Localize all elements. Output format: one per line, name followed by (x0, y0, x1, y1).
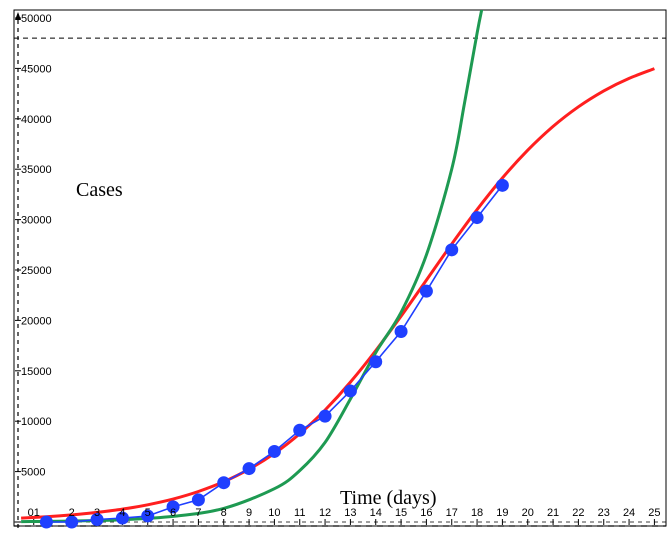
x-tick-label: 20 (522, 507, 534, 519)
x-tick-label: 25 (648, 507, 660, 519)
y-axis-title: Cases (76, 179, 123, 201)
observed-point (293, 423, 307, 437)
y-tick-label: 50000 (21, 13, 52, 25)
y-tick-label: 10000 (21, 416, 52, 428)
axes (14, 12, 666, 528)
observed-point (419, 284, 433, 298)
observed-point (369, 355, 383, 369)
x-tick-label: 9 (246, 507, 252, 519)
observed-point (495, 178, 509, 192)
plot-frame (13, 9, 667, 527)
y-tick-label: 45000 (21, 63, 52, 75)
observed-point (445, 243, 459, 257)
observed-point (166, 500, 180, 514)
x-tick-label: 10 (268, 507, 280, 519)
x-tick-label: 01 (28, 507, 40, 519)
observed-point (470, 211, 484, 225)
observed-point (90, 512, 104, 526)
x-tick-label: 17 (446, 507, 458, 519)
x-tick-label: 16 (420, 507, 432, 519)
observed-point (217, 476, 231, 490)
data-points (39, 178, 509, 529)
x-tick-label: 18 (471, 507, 483, 519)
y-tick-label: 40000 (21, 114, 52, 126)
x-tick-label: 15 (395, 507, 407, 519)
x-tick-label: 3 (94, 507, 100, 519)
x-tick-label: 7 (195, 507, 201, 519)
x-tick-label: 21 (547, 507, 559, 519)
observed-point (191, 493, 205, 507)
y-tick-label: 15000 (21, 366, 52, 378)
x-tick-label: 12 (319, 507, 331, 519)
observed-point (318, 409, 332, 423)
y-tick-label: 35000 (21, 164, 52, 176)
logistic-fit-curve (20, 67, 655, 520)
observed-point (115, 511, 129, 525)
x-tick-label: 5 (145, 507, 151, 519)
observed-point (242, 462, 256, 476)
tick-labels: 5000 10000 15000 20000 25000 30000 35000 40000 4… (21, 13, 661, 519)
x-tick-label: 11 (294, 507, 305, 519)
y-tick-label: 5000 (21, 467, 45, 479)
y-tick-label: 25000 (21, 265, 52, 277)
x-tick-label: 2 (69, 507, 75, 519)
observed-point (343, 384, 357, 398)
x-axis-title: Time (days) (340, 487, 436, 509)
x-tick-label: 22 (572, 507, 584, 519)
observed-point (65, 515, 79, 529)
observed-point (267, 444, 281, 458)
x-tick-label: 8 (221, 507, 227, 519)
y-tick-label: 20000 (21, 315, 52, 327)
x-tick-label: 24 (623, 507, 635, 519)
y-tick-label: 30000 (21, 215, 52, 227)
x-tick-label: 14 (370, 507, 382, 519)
observed-point (394, 324, 408, 338)
observed-point (141, 509, 155, 523)
x-tick-label: 19 (496, 507, 508, 519)
x-tick-label: 13 (344, 507, 356, 519)
x-tick-label: 23 (598, 507, 610, 519)
x-tick-label: 4 (119, 507, 125, 519)
observed-point (39, 515, 53, 529)
x-tick-label: 6 (170, 507, 176, 519)
